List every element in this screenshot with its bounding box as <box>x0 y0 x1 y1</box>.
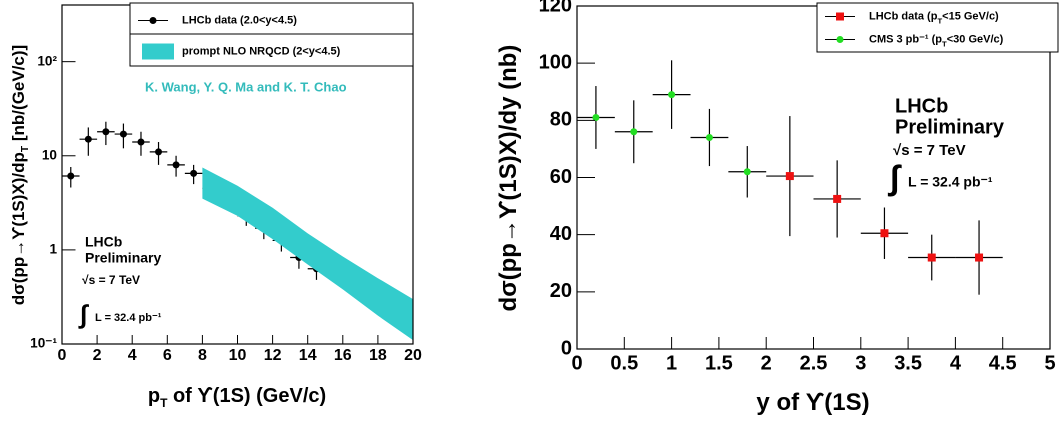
x-tick-label: 4 <box>128 347 137 364</box>
x-tick-label: 5 <box>1044 352 1055 374</box>
x-tick-label: 14 <box>299 347 317 364</box>
text-part: T <box>20 145 31 152</box>
x-axis-label: y of ϒ(1S) <box>756 389 869 416</box>
y-axis-label: dσ(pp→ϒ(1S)X)/dy (nb) <box>495 45 522 312</box>
legend-label: LHCb data (pT<15 GeV/c) <box>869 10 999 25</box>
x-tick-label: 4 <box>950 352 962 374</box>
annotation: K. Wang, Y. Q. Ma and K. T. Chao <box>145 79 347 94</box>
point <box>119 130 127 138</box>
y-tick-label: 10 <box>42 147 57 162</box>
y-tick-label: 10² <box>37 53 57 68</box>
y-tick-label: 40 <box>550 223 572 245</box>
x-tick-label: 8 <box>198 347 207 364</box>
text-part: CMS 3 pb⁻¹ (p <box>869 33 942 45</box>
x-tick-label: 18 <box>369 347 387 364</box>
legend-marker <box>149 17 157 24</box>
note: LHCb <box>85 234 122 250</box>
legend-box <box>816 2 1059 53</box>
note: L = 32.4 pb⁻¹ <box>95 312 162 324</box>
text-part: p <box>148 385 160 407</box>
note: L = 32.4 pb⁻¹ <box>908 174 993 190</box>
x-tick-label: 4.5 <box>989 352 1017 374</box>
x-tick-label: 0 <box>58 347 67 364</box>
band <box>202 167 413 341</box>
legend-label: LHCb data (2.0<y<4.5) <box>182 14 297 26</box>
point <box>668 91 676 99</box>
text-part: of ϒ(1S) (GeV/c) <box>167 385 326 407</box>
point <box>743 168 751 176</box>
x-tick-label: 3 <box>855 352 866 374</box>
note: ∫ <box>887 159 902 197</box>
point <box>190 169 198 177</box>
x-tick-label: 0 <box>571 352 582 374</box>
point <box>137 138 145 146</box>
x-axis-label: pT of ϒ(1S) (GeV/c) <box>148 385 326 410</box>
point <box>833 194 842 203</box>
point <box>630 128 638 136</box>
x-tick-label: 0.5 <box>610 352 638 374</box>
point <box>975 253 984 262</box>
legend-swatch <box>142 43 174 60</box>
point <box>705 133 713 141</box>
x-tick-label: 2 <box>93 347 102 364</box>
x-tick-label: 20 <box>404 347 422 364</box>
point <box>155 148 163 156</box>
legend-marker <box>836 12 844 21</box>
legend-marker <box>836 36 844 43</box>
point <box>927 253 936 262</box>
point <box>102 128 110 136</box>
point <box>785 172 794 181</box>
note: ∫ <box>78 299 89 329</box>
y-tick-label: 0 <box>561 337 572 359</box>
y-axis-label: dσ(pp→ϒ(1S)X)/dpT [nb/(GeV/c)] <box>9 45 31 305</box>
y-tick-label: 80 <box>550 109 572 131</box>
text-part: dσ(pp→ϒ(1S)X)/dp <box>9 152 28 305</box>
point <box>172 161 180 169</box>
note: Preliminary <box>85 250 161 266</box>
x-tick-label: 16 <box>334 347 352 364</box>
text-part: <30 GeV/c) <box>947 33 1004 45</box>
x-tick-label: 1 <box>666 352 677 374</box>
note: Preliminary <box>895 116 1005 138</box>
x-tick-label: 3.5 <box>894 352 922 374</box>
text-part: y of ϒ(1S) <box>756 389 869 416</box>
y-tick-label: 120 <box>539 0 572 16</box>
text-part: LHCb data (p <box>869 10 938 22</box>
point <box>67 172 75 180</box>
text-part: <15 GeV/c) <box>942 10 999 22</box>
text-part: [nb/(GeV/c)] <box>9 45 28 146</box>
x-tick-label: 1.5 <box>705 352 733 374</box>
point <box>592 113 600 121</box>
point <box>880 229 889 238</box>
legend-label: prompt NLO NRQCD (2<y<4.5) <box>182 45 341 57</box>
note: √s = 7 TeV <box>82 273 140 287</box>
y-tick-label: 20 <box>550 280 572 302</box>
text-part: T <box>942 39 947 48</box>
point <box>84 135 92 143</box>
note: LHCb <box>895 95 948 117</box>
y-tick-label: 1 <box>49 241 57 256</box>
x-tick-label: 2.5 <box>800 352 828 374</box>
x-tick-label: 12 <box>264 347 282 364</box>
y-tick-label: 10⁻¹ <box>30 336 57 351</box>
y-tick-label: 100 <box>539 51 572 73</box>
note: √s = 7 TeV <box>893 142 966 159</box>
x-tick-label: 10 <box>229 347 247 364</box>
x-tick-label: 6 <box>163 347 172 364</box>
text-part: dσ(pp→ϒ(1S)X)/dy (nb) <box>495 45 522 312</box>
x-tick-label: 2 <box>761 352 772 374</box>
y-tick-label: 60 <box>550 166 572 188</box>
legend-label: CMS 3 pb⁻¹ (pT<30 GeV/c) <box>869 33 1004 48</box>
text-part: T <box>160 396 168 410</box>
text-part: T <box>937 16 942 25</box>
